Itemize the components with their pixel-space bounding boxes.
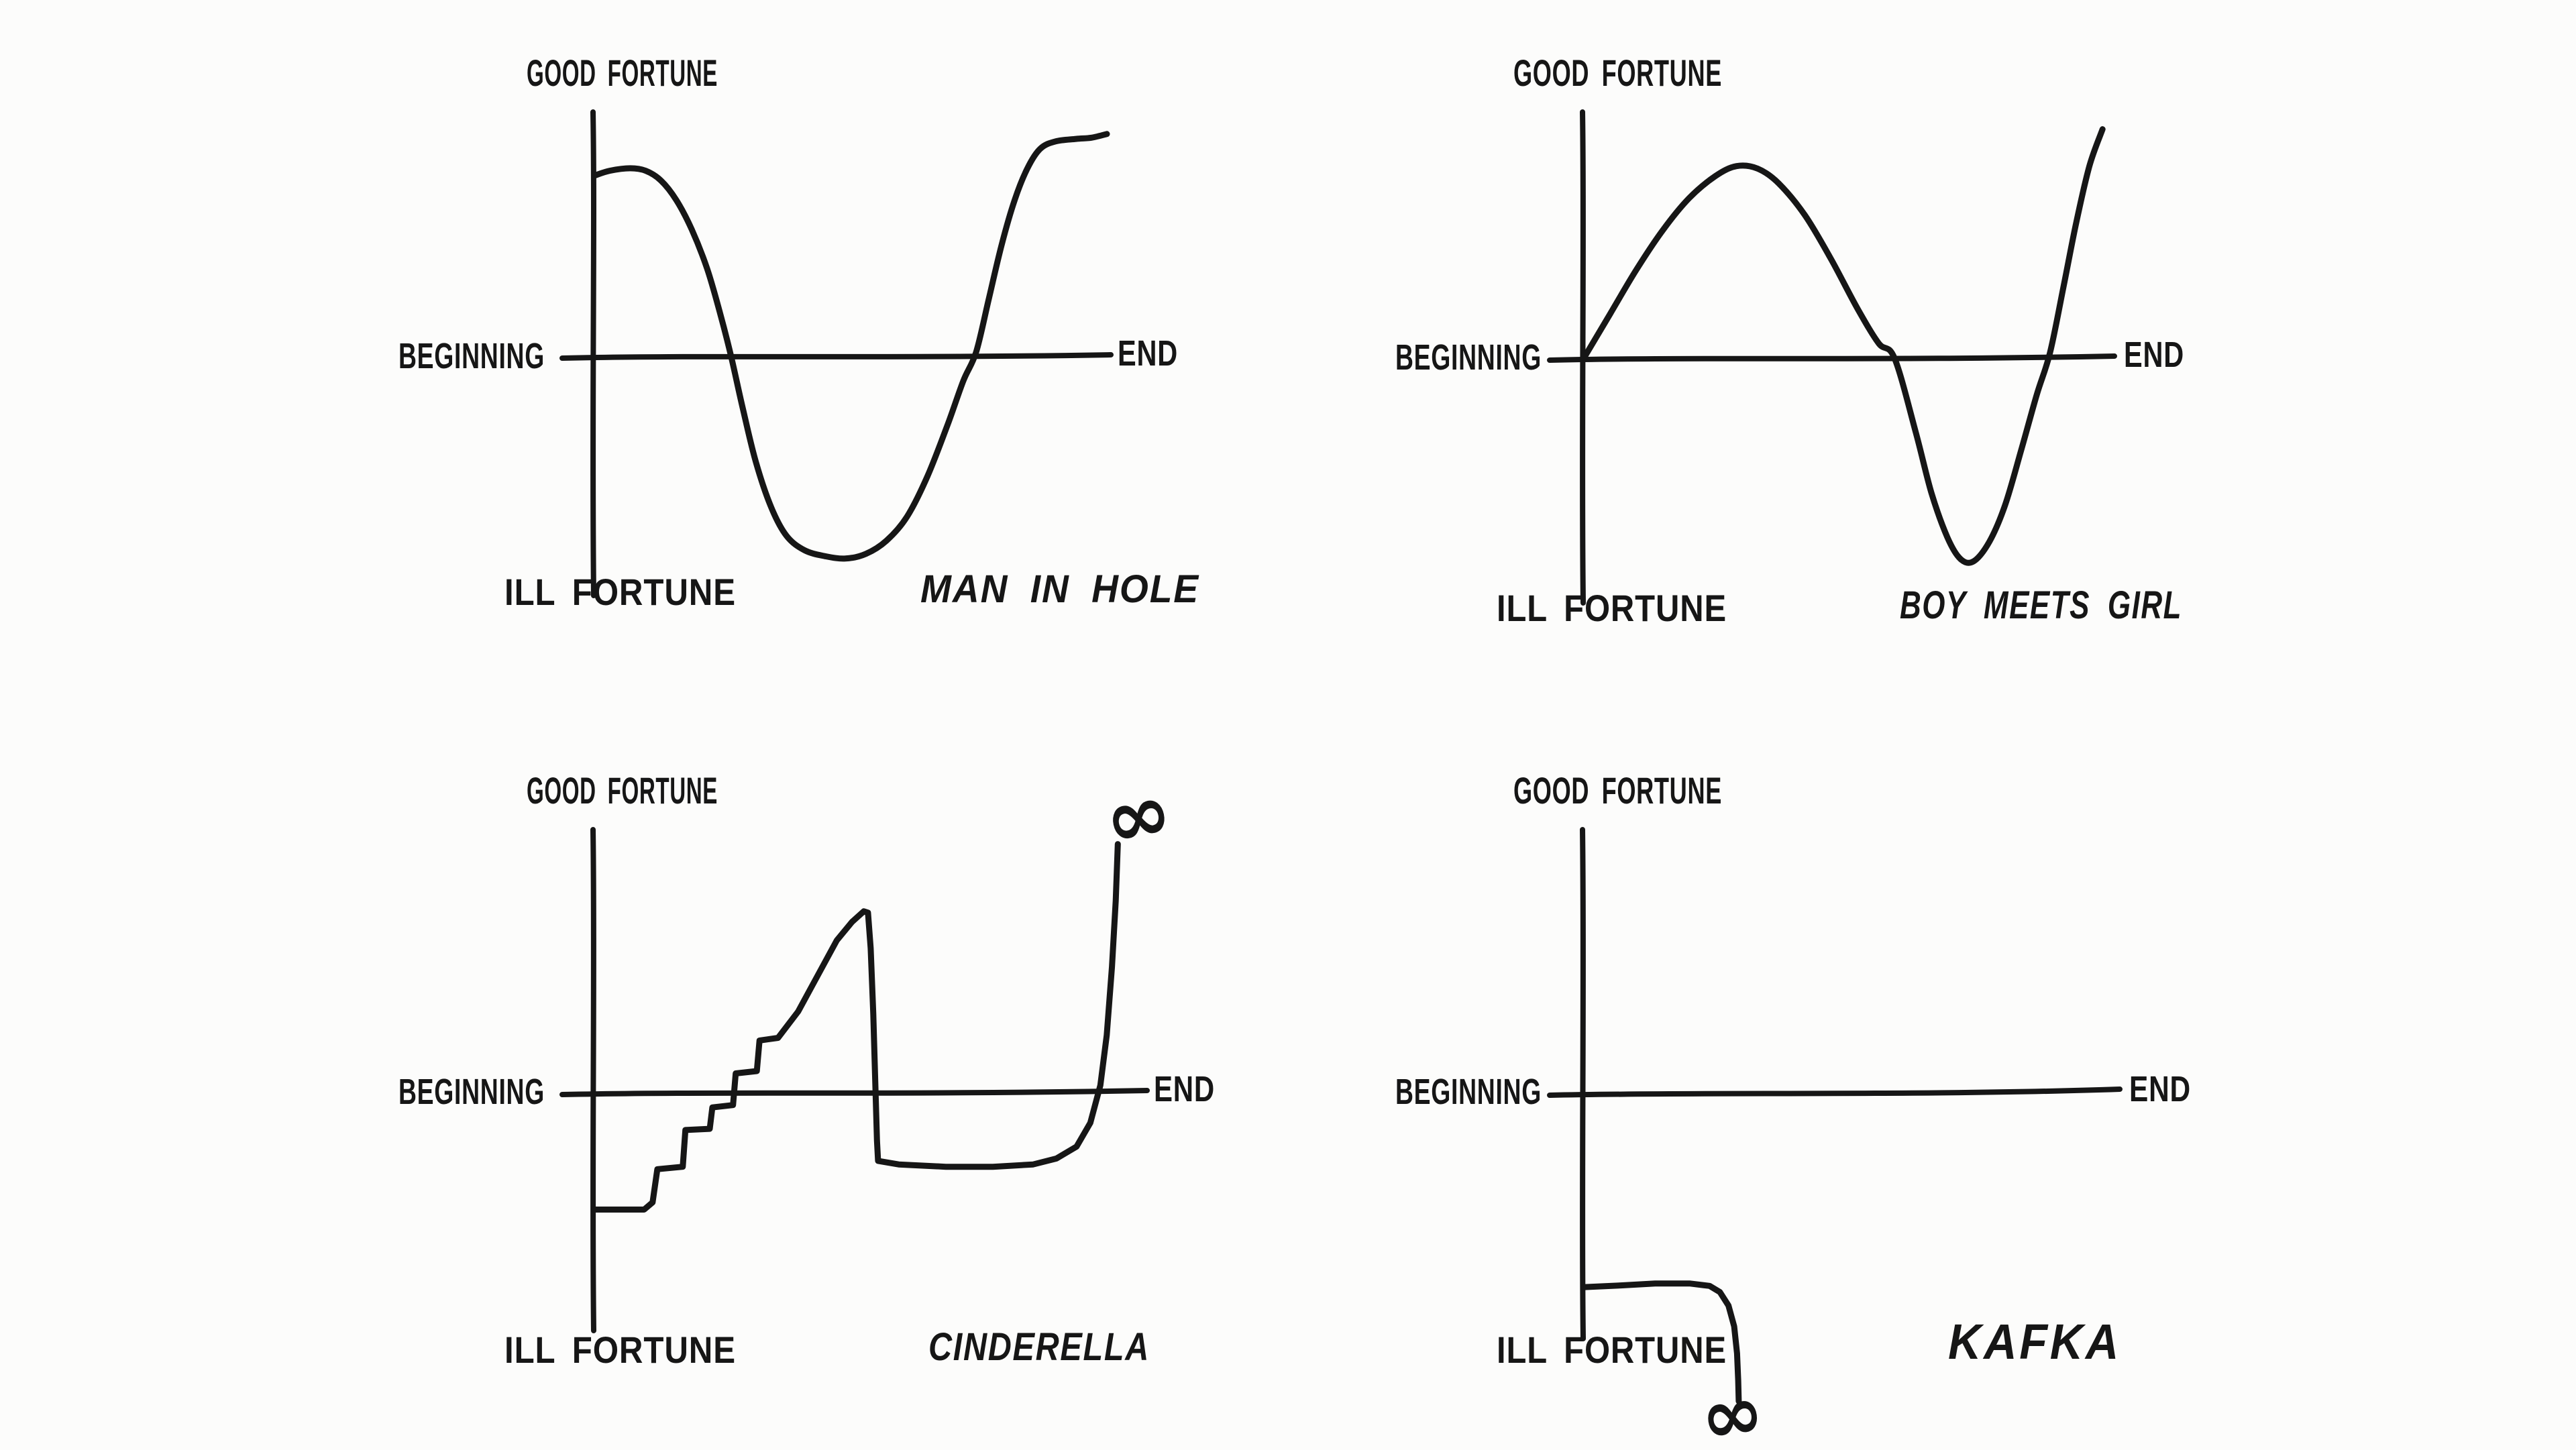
- chart-cinderella: GOOD FORTUNE BEGINNING END ILL FORTUNE C…: [398, 763, 1215, 1371]
- chart-title: CINDERELLA: [928, 1325, 1150, 1369]
- beginning-label: BEGINNING: [398, 1072, 545, 1112]
- good-fortune-label: GOOD FORTUNE: [527, 52, 718, 94]
- chart-man-in-hole: GOOD FORTUNE BEGINNING END ILL FORTUNE M…: [398, 52, 1199, 613]
- y-axis-line: [590, 109, 596, 598]
- y-axis-line: [1580, 109, 1586, 606]
- chart-title: MAN IN HOLE: [920, 567, 1199, 611]
- beginning-label: BEGINNING: [398, 336, 545, 376]
- fortune-curve: [591, 131, 1110, 562]
- x-axis-line: [559, 1088, 1150, 1097]
- chart-title: KAFKA: [1948, 1314, 2121, 1370]
- beginning-label: BEGINNING: [1395, 337, 1542, 378]
- chart-title: BOY MEETS GIRL: [1900, 583, 2182, 627]
- ill-fortune-label: ILL FORTUNE: [1497, 587, 1727, 629]
- infinity-symbol: ∞: [1096, 763, 1180, 867]
- end-label: END: [1118, 333, 1178, 374]
- ill-fortune-label: ILL FORTUNE: [504, 1329, 736, 1371]
- end-label: END: [2129, 1069, 2191, 1109]
- fortune-curve: [1580, 126, 2106, 566]
- ill-fortune-label: ILL FORTUNE: [504, 571, 736, 613]
- y-axis-line: [590, 827, 596, 1333]
- beginning-label: BEGINNING: [1395, 1072, 1542, 1112]
- good-fortune-label: GOOD FORTUNE: [1513, 769, 1722, 812]
- infinity-symbol: ∞: [1695, 1368, 1769, 1450]
- x-axis-line: [1547, 353, 2117, 363]
- chart-boy-meets-girl: GOOD FORTUNE BEGINNING END ILL FORTUNE B…: [1395, 52, 2184, 629]
- x-axis-line: [559, 352, 1114, 361]
- good-fortune-label: GOOD FORTUNE: [1513, 52, 1722, 94]
- end-label: END: [2124, 335, 2184, 375]
- y-axis-line: [1580, 827, 1586, 1341]
- ill-fortune-label: ILL FORTUNE: [1497, 1329, 1727, 1371]
- end-label: END: [1154, 1069, 1215, 1109]
- fortune-curve: [591, 841, 1121, 1213]
- x-axis-line: [1547, 1086, 2123, 1098]
- fortune-curve: [1581, 1280, 1742, 1404]
- good-fortune-label: GOOD FORTUNE: [527, 769, 718, 812]
- chart-kafka: GOOD FORTUNE BEGINNING END ILL FORTUNE K…: [1395, 769, 2191, 1450]
